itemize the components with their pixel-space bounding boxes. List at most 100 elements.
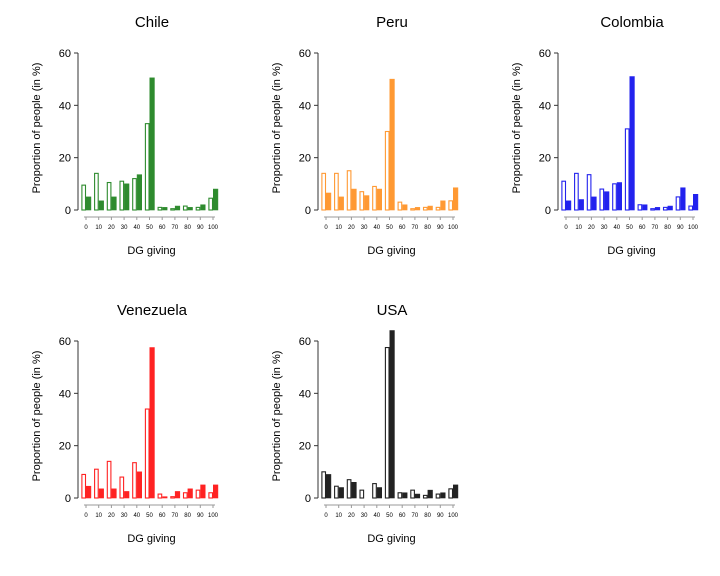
x-tick-label: 20	[108, 225, 115, 231]
bar-hollow	[144, 408, 150, 499]
bar-filled	[376, 188, 383, 211]
y-tick-label: 20	[539, 153, 551, 165]
chart-panel: Peru 0 20 40 60 Proportion of people (in %) 0 1…	[271, 14, 459, 257]
bar-filled	[616, 182, 623, 211]
bar-hollow	[586, 174, 592, 211]
x-tick-label: 50	[626, 225, 633, 231]
bar-filled	[414, 493, 421, 499]
bar-hollow	[359, 489, 365, 499]
bar-filled	[591, 196, 597, 211]
bar-filled	[326, 192, 332, 211]
bar-filled	[414, 207, 421, 211]
bar-hollow	[448, 200, 454, 211]
x-axis-label: DG giving	[127, 245, 175, 257]
bar-filled	[402, 204, 408, 211]
x-tick-label: 40	[133, 225, 140, 231]
y-axis-label: Proportion of people (in %)	[271, 351, 283, 482]
bar-filled	[136, 471, 143, 499]
x-tick-label: 60	[399, 513, 406, 519]
y-tick-label: 40	[299, 100, 311, 112]
x-tick-label: 90	[197, 225, 204, 231]
bar-filled	[604, 191, 610, 211]
y-tick-label: 40	[59, 100, 71, 112]
x-tick-label: 50	[386, 225, 393, 231]
bar-hollow	[81, 473, 87, 499]
bar-hollow	[397, 201, 403, 211]
x-tick-label: 80	[184, 225, 191, 231]
bar-hollow	[334, 485, 339, 499]
bar-filled	[338, 487, 344, 499]
bar-filled	[578, 199, 584, 211]
x-tick-label: 40	[613, 225, 620, 231]
x-tick-label: 70	[172, 225, 179, 231]
bar-filled	[351, 482, 357, 499]
x-tick-label: 80	[424, 513, 431, 519]
x-tick-label: 90	[437, 513, 444, 519]
bar-filled	[86, 485, 92, 499]
bar-filled	[364, 195, 370, 211]
x-tick-label: 0	[324, 225, 328, 231]
bar-hollow	[372, 483, 377, 499]
y-axis-label: Proportion of people (in %)	[271, 63, 283, 194]
bar-filled	[213, 188, 219, 211]
bar-filled	[162, 496, 168, 499]
bar-hollow	[624, 128, 630, 211]
bar-hollow	[157, 493, 163, 499]
bar-hollow	[195, 489, 201, 499]
bar-hollow	[410, 208, 415, 211]
bar-hollow	[599, 188, 605, 211]
y-axis-label: Proportion of people (in %)	[511, 63, 523, 194]
x-tick-label: 20	[348, 225, 355, 231]
bar-filled	[86, 196, 92, 211]
x-tick-label: 30	[121, 225, 128, 231]
bar-hollow	[384, 130, 390, 211]
bar-hollow	[321, 172, 327, 211]
x-tick-label: 60	[639, 225, 646, 231]
bar-filled	[200, 484, 206, 499]
y-tick-label: 60	[539, 48, 551, 60]
x-tick-label: 20	[108, 513, 115, 519]
bar-filled	[427, 489, 433, 499]
bar-hollow	[81, 184, 87, 211]
chart-title: USA	[377, 302, 408, 319]
bar-hollow	[397, 492, 403, 499]
x-axis-label: DG giving	[607, 245, 655, 257]
x-tick-label: 30	[361, 513, 368, 519]
bar-filled	[566, 200, 572, 211]
bar-hollow	[334, 172, 339, 211]
x-tick-label: 60	[399, 225, 406, 231]
bar-filled	[351, 188, 357, 211]
y-tick-label: 0	[305, 493, 311, 505]
y-tick-label: 0	[305, 205, 311, 217]
bar-filled	[654, 207, 661, 211]
y-tick-label: 60	[59, 336, 71, 348]
x-tick-label: 30	[121, 513, 128, 519]
x-tick-label: 80	[184, 513, 191, 519]
bar-hollow	[170, 496, 175, 499]
x-tick-label: 30	[601, 225, 608, 231]
chart-title: Chile	[135, 14, 169, 31]
bar-filled	[149, 77, 155, 211]
bar-filled	[338, 196, 344, 211]
x-axis-label: DG giving	[367, 245, 415, 257]
x-tick-label: 50	[386, 513, 393, 519]
x-tick-label: 100	[448, 513, 459, 519]
bar-hollow	[662, 206, 668, 211]
x-tick-label: 10	[575, 225, 582, 231]
x-tick-label: 30	[361, 225, 368, 231]
bar-filled	[200, 204, 206, 211]
x-axis-label: DG giving	[367, 533, 415, 545]
bar-filled	[326, 474, 332, 499]
x-tick-label: 90	[437, 225, 444, 231]
bar-hollow	[94, 468, 99, 499]
y-tick-label: 60	[299, 48, 311, 60]
y-tick-label: 20	[299, 441, 311, 453]
chart-panel: USA 0 20 40 60 Proportion of people (in %) 0 10…	[271, 302, 459, 545]
bar-hollow	[182, 205, 188, 211]
x-tick-label: 100	[208, 513, 219, 519]
bar-hollow	[195, 206, 201, 211]
chart-title: Peru	[376, 14, 408, 31]
bar-filled	[389, 78, 395, 211]
bar-hollow	[208, 197, 214, 211]
